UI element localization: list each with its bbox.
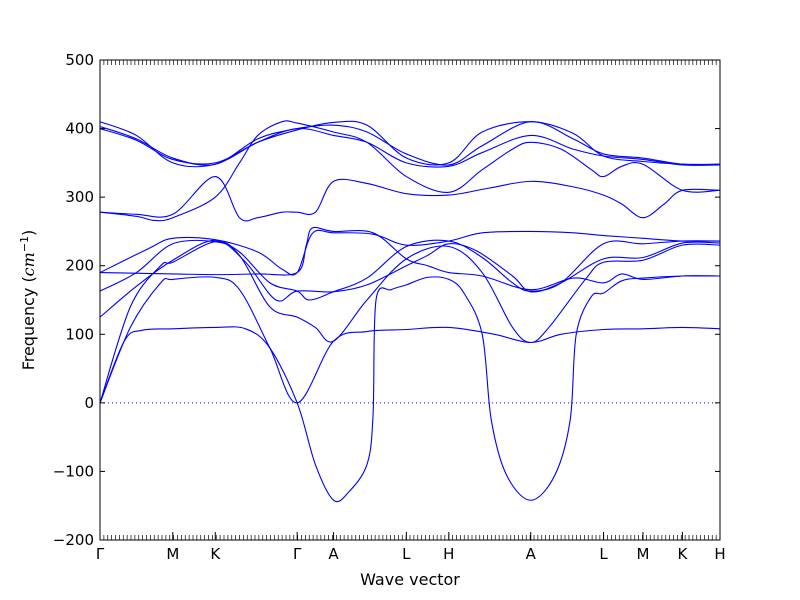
y-tick-label: 0 — [84, 394, 94, 412]
y-tick-label: −200 — [53, 531, 94, 549]
x-tick-label: K — [210, 545, 221, 563]
y-tick-label: 200 — [65, 257, 94, 275]
x-tick-label: Γ — [96, 545, 105, 563]
y-tick-label: 100 — [65, 325, 94, 343]
series-line-5 — [99, 239, 721, 301]
y-ticks: −200 −100 0 100 200 300 400 500 — [53, 51, 720, 549]
y-tick-label: 400 — [65, 120, 94, 138]
y-tick-label: −100 — [53, 462, 94, 480]
y-axis-label-prefix: Frequency ( — [19, 276, 38, 370]
y-axis-label-unit: cm — [19, 252, 38, 276]
series-line-1 — [99, 275, 721, 503]
series-line-4 — [99, 239, 721, 318]
x-tick-label: L — [402, 545, 411, 563]
x-tick-label: M — [166, 545, 179, 563]
series-line-6 — [99, 229, 721, 276]
x-tick-label: L — [599, 545, 608, 563]
series-layer — [99, 120, 721, 503]
x-tick-label: Γ — [293, 545, 302, 563]
series-line-11 — [99, 121, 721, 166]
y-tick-label: 300 — [65, 188, 94, 206]
x-tick-label: A — [526, 545, 537, 563]
series-line-2 — [99, 276, 721, 404]
series-line-12 — [99, 120, 721, 166]
series-line-7 — [99, 226, 721, 291]
x-tick-label: A — [328, 545, 339, 563]
y-axis-label: Frequency (cm−1) — [18, 230, 39, 371]
y-axis-label-suffix: ) — [19, 230, 38, 236]
x-axis-label: Wave vector — [360, 570, 460, 589]
series-line-9 — [99, 176, 721, 222]
series-line-10 — [99, 121, 721, 168]
y-tick-label: 500 — [65, 51, 94, 69]
plot-frame — [99, 59, 721, 541]
y-axis-label-exponent: −1 — [18, 236, 31, 252]
x-tick-label: H — [714, 545, 725, 563]
x-tick-label: K — [677, 545, 688, 563]
series-line-8 — [99, 120, 721, 222]
x-tick-label: H — [443, 545, 454, 563]
series-line-3 — [99, 240, 721, 404]
plot-background — [100, 60, 720, 540]
x-tick-label: M — [636, 545, 649, 563]
